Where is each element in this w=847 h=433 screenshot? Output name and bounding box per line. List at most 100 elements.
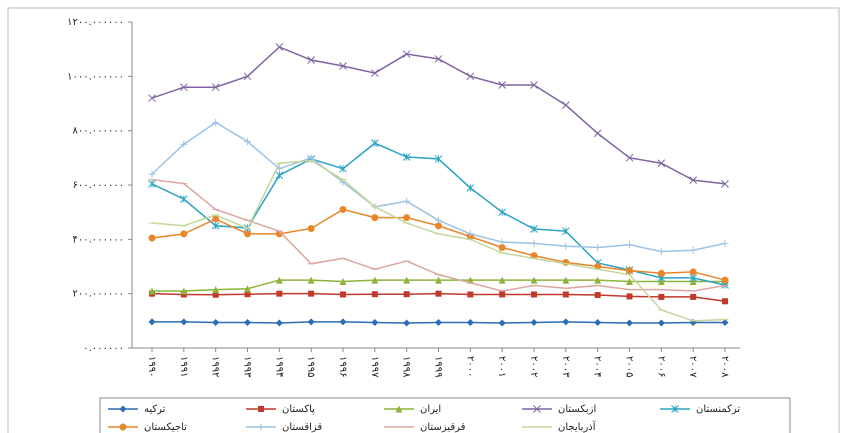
data-point [435,216,442,224]
data-point [339,277,347,285]
data-point [530,276,538,284]
data-point [562,318,570,326]
data-point [531,291,537,298]
data-point [307,318,315,326]
data-point [212,119,220,127]
legend-marker [119,405,127,413]
y-tick-label: ۱۰۰۰.۰۰۰۰۰۰ [67,71,124,82]
data-point [148,287,156,295]
x-tick-label: ۲۰۰۰ [464,356,475,377]
y-tick-label: ۶۰۰.۰۰۰۰۰۰ [72,180,124,191]
data-point [721,318,729,326]
data-point [244,138,251,146]
x-tick-label: ۲۰۰۴ [592,356,603,377]
y-tick-label: ۴۰۰.۰۰۰۰۰۰ [72,234,124,245]
data-point [148,318,156,326]
data-point [466,318,474,326]
data-point [307,56,316,64]
data-point [435,222,442,230]
data-point [212,215,220,223]
data-point [340,291,346,298]
data-point [657,277,665,285]
x-tick-label: ۱۹۹۰ [146,356,157,377]
x-tick-label: ۲۰۰۳ [560,356,571,378]
data-point [626,319,633,327]
data-point [561,101,570,109]
data-point [403,214,411,222]
data-point [466,230,474,238]
data-point [467,291,474,298]
x-tick-label: ۲۰۰۷ [687,356,698,378]
data-point [370,69,379,77]
x-tick-label: ۱۹۹۲ [210,356,221,377]
data-point [434,155,443,163]
x-tick-label: ۱۹۹۹ [433,356,444,377]
data-point [244,285,251,293]
data-point [562,242,570,250]
data-point [244,230,251,238]
data-point [275,171,284,180]
chart-frame [7,7,840,433]
legend-label: ترکیه [144,404,166,415]
data-point [371,318,379,326]
data-point [530,81,538,89]
data-point [370,139,379,148]
legend-marker [395,405,403,413]
y-tick-label: ۰.۰۰۰۰۰۰ [83,343,124,354]
data-point [275,43,284,51]
legend-label: ایران [420,404,441,415]
data-point [689,274,698,282]
data-point [371,291,378,298]
data-point [721,276,729,284]
data-point [722,298,728,305]
x-tick-label: ۲۰۰۸ [719,356,730,378]
data-point [626,293,633,300]
legend-marker [119,423,127,431]
data-point [530,318,538,326]
data-point [212,286,220,294]
data-point [498,319,506,327]
data-point [339,62,347,70]
legend-box [99,397,791,433]
data-point [148,234,156,242]
data-point [180,230,188,238]
data-point [626,267,633,275]
x-tick-label: ۲۰۰۶ [655,356,666,377]
data-point [180,291,187,298]
data-point [148,170,156,178]
data-point [275,276,283,284]
data-point [276,290,283,297]
data-point [594,318,602,326]
legend-label: ازبکستان [558,404,596,415]
data-point [307,276,315,284]
series-line [151,46,726,185]
data-point [689,277,697,285]
data-point [657,319,665,327]
data-point [657,159,666,168]
data-point [244,291,251,298]
data-point [689,176,698,184]
y-tick-label: ۲۰۰.۰۰۰۰۰۰ [72,289,124,300]
data-point [212,291,219,298]
data-point [179,83,188,92]
x-tick-label: ۱۹۹۷ [369,356,380,378]
data-point [466,72,475,81]
legend-label: قزاقستان [282,422,322,433]
data-point [562,291,569,298]
data-point [657,248,665,256]
data-point [211,83,220,92]
data-point [371,276,379,284]
data-point [180,287,188,295]
data-point [466,184,475,192]
data-point [530,239,538,247]
legend-label: قرقیزستان [420,422,466,433]
x-tick-label: ۲۰۰۱ [496,356,507,377]
data-point [243,72,252,81]
data-point [402,50,411,58]
data-point [180,318,188,326]
legend-marker [258,406,264,412]
data-point [179,195,188,203]
data-point [339,318,347,326]
data-point [275,319,283,327]
data-point [593,129,602,138]
